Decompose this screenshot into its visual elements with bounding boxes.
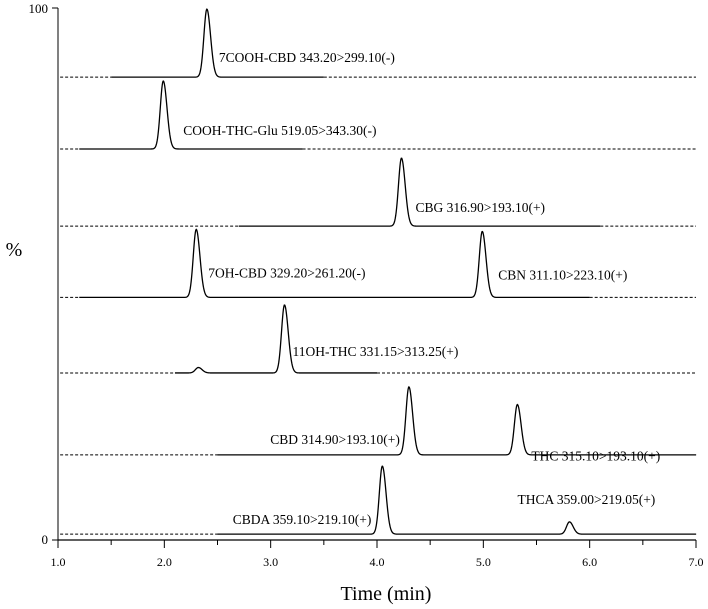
peak-labels-group: 7COOH-CBD 343.20>299.10(-) COOH-THC-Glu 5… <box>183 50 660 527</box>
x-tick-label: 3.0 <box>263 555 278 569</box>
trace-line <box>174 304 377 374</box>
y-tick-label-bottom: 0 <box>42 532 49 547</box>
peak-label: 7OH-CBD 329.20>261.20(-) <box>208 265 365 280</box>
peak-label: CBG 316.90>193.10(+) <box>415 200 545 215</box>
peak-label: THCA 359.00>219.05(+) <box>517 492 655 507</box>
peak-label: CBN 311.10>223.10(+) <box>498 267 627 282</box>
x-tick-label: 2.0 <box>157 555 172 569</box>
peak-label: CBD 314.90>193.10(+) <box>270 432 400 447</box>
peak-label: 11OH-THC 331.15>313.25(+) <box>292 344 458 359</box>
x-axis-title: Time (min) <box>341 583 432 605</box>
x-tick-label: 1.0 <box>51 555 66 569</box>
x-tick-label: 4.0 <box>370 555 385 569</box>
trace-line <box>111 8 324 78</box>
x-tick-label: 6.0 <box>582 555 597 569</box>
peak-label: CBDA 359.10>219.10(+) <box>233 512 372 527</box>
peak-label: COOH-THC-Glu 519.05>343.30(-) <box>183 123 376 138</box>
x-tick-label: 7.0 <box>689 555 704 569</box>
traces-group <box>60 8 696 535</box>
peak-label: 7COOH-CBD 343.20>299.10(-) <box>219 50 395 65</box>
x-tick-label: 5.0 <box>476 555 491 569</box>
x-ticks-group: 1.0 2.0 3.0 4.0 5.0 6.0 7.0 <box>51 540 704 569</box>
trace-line <box>217 385 696 456</box>
trace-line <box>217 465 696 535</box>
peak-label: THC 315.10>193.10(+) <box>531 449 660 464</box>
trace-line <box>79 80 303 150</box>
y-tick-label-top: 100 <box>29 1 49 16</box>
trace-line <box>79 228 590 299</box>
trace-line <box>238 157 601 227</box>
y-axis-title: % <box>6 239 23 261</box>
